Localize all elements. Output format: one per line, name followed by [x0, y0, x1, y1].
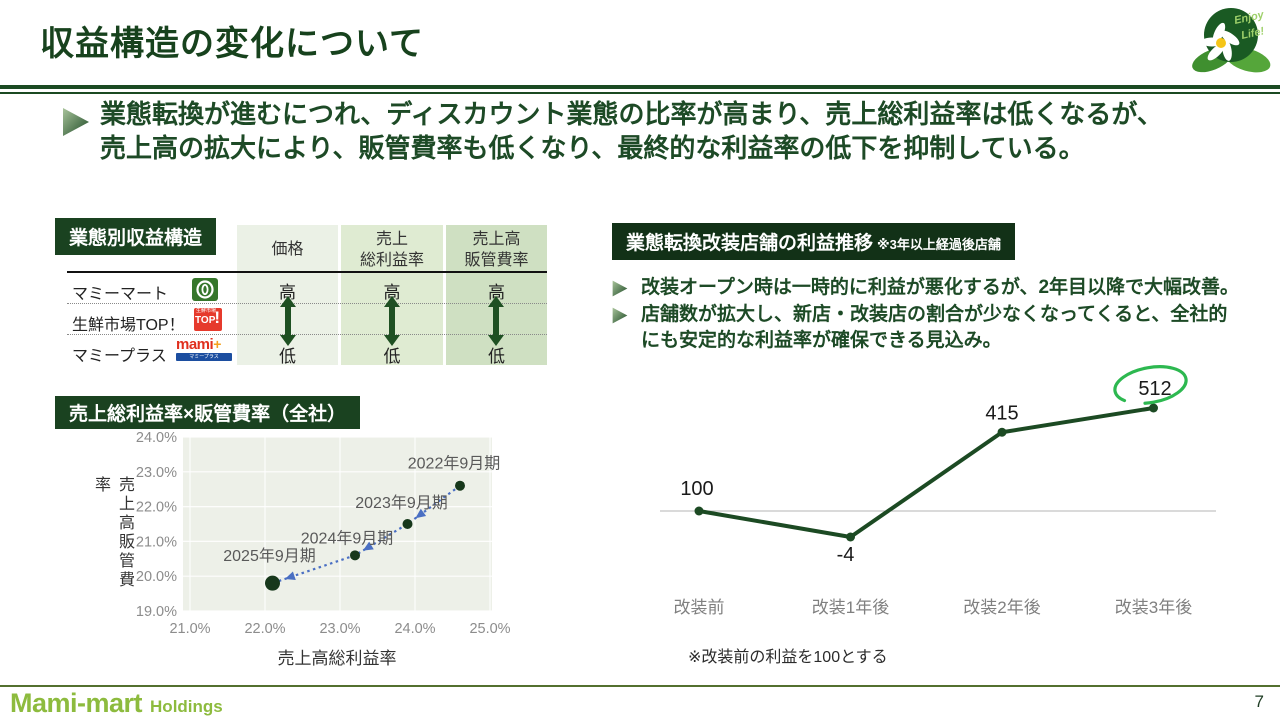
- badge-note: ※3年以上経過後店舗: [877, 237, 1001, 252]
- scatter-x-axis-title: 売上高総利益率: [277, 649, 397, 668]
- x-tick-label: 24.0%: [394, 621, 435, 637]
- x-tick-label: 23.0%: [319, 621, 360, 637]
- lead-bullet-icon: [63, 108, 89, 136]
- value-label: 512: [1138, 378, 1171, 400]
- bullet-icon: [612, 307, 628, 324]
- table-row-top: 生鮮市場TOP！: [72, 317, 185, 334]
- point-label: 2024年9月期: [301, 529, 394, 547]
- data-point: [694, 506, 704, 516]
- mamiplus-logo: mami+ マミープラス: [176, 337, 232, 361]
- point-label: 2025年9月期: [223, 547, 316, 565]
- brand-suffix: Holdings: [150, 697, 223, 716]
- bullet-text: 改装オープン時は一時的に利益が悪化するが、2年目以降で大幅改善。: [641, 277, 1240, 298]
- table-row-divider: [67, 303, 547, 304]
- trend-arrowhead-icon: [415, 508, 427, 519]
- page-number: 7: [1254, 692, 1264, 711]
- bullet-item: 改装オープン時は一時的に利益が悪化するが、2年目以降で大幅改善。: [612, 275, 1241, 301]
- data-point: [265, 575, 280, 591]
- point-label: 2022年9月期: [408, 455, 501, 473]
- profit-trend-line-chart: 100 -4 415 512 改装前 改装1年後 改装2年後 改装3年後: [660, 365, 1216, 617]
- high-low-arrow-icon: [280, 296, 296, 346]
- y-tick-label: 23.0%: [136, 465, 177, 481]
- data-point: [402, 519, 413, 529]
- top-market-logo: 生鮮市場 TOP !: [194, 308, 222, 331]
- bullet-item: 店舗数が拡大し、新店・改装店の割合が少なくなってくると、全社的にも安定的な利益率…: [612, 302, 1241, 354]
- table-header-divider: [67, 271, 547, 273]
- y-tick-label: 19.0%: [136, 604, 177, 620]
- trend-arrowhead-icon: [362, 541, 374, 551]
- scatter-y-axis-title: 売上高販管費率: [92, 476, 133, 590]
- cell-low: 低: [383, 347, 401, 366]
- data-point: [997, 427, 1007, 437]
- table-row-mamiplus: マミープラス: [72, 348, 167, 365]
- table-row-mamimart: マミーマート: [72, 286, 169, 303]
- income-table-badge: 業態別収益構造: [55, 218, 217, 255]
- cell-low: 低: [279, 347, 296, 366]
- high-low-arrow-icon: [384, 296, 400, 346]
- footer-divider: [0, 685, 1280, 687]
- data-point: [846, 532, 855, 542]
- lead-line-1: 業態転換が進むにつれ、ディスカウント業態の比率が高まり、売上総利益率は低くなるが…: [100, 99, 1163, 129]
- right-bullet-list: 改装オープン時は一時的に利益が悪化するが、2年目以降で大幅改善。 店舗数が拡大し…: [612, 275, 1241, 354]
- value-label: 415: [985, 402, 1018, 424]
- enjoy-life-logo: Enjoy Life!: [1192, 8, 1271, 73]
- x-tick-label: 21.0%: [169, 621, 210, 637]
- cell-high: 高: [488, 283, 505, 302]
- lead-paragraph: 業態転換が進むにつれ、ディスカウント業態の比率が高まり、売上総利益率は低くなるが…: [100, 97, 1250, 165]
- y-tick-label: 20.0%: [136, 569, 177, 585]
- category-label: 改装2年後: [963, 598, 1040, 617]
- column-header: 売上 総利益率: [359, 231, 424, 269]
- top-logo-text: TOP: [195, 315, 216, 326]
- plus-icon: +: [213, 336, 221, 352]
- page-title: 収益構造の変化について: [40, 25, 424, 63]
- mamiplus-logo-subtext: マミープラス: [176, 353, 232, 361]
- value-label: 100: [680, 478, 713, 500]
- value-label: -4: [837, 544, 855, 566]
- scatter-chart: 19.0% 20.0% 21.0% 22.0% 23.0% 24.0% 21.0% 22.0%…: [136, 430, 511, 637]
- data-point: [350, 550, 360, 561]
- point-label: 2023年9月期: [355, 494, 448, 512]
- column-header: 価格: [271, 241, 304, 258]
- flower-icon: [1201, 22, 1240, 61]
- cell-high: 高: [383, 283, 401, 302]
- brand-name: Mami-mart: [10, 688, 143, 718]
- scatter-chart-badge: 売上総利益率×販管費率（全社）: [55, 396, 361, 429]
- table-row-divider: [67, 334, 547, 335]
- top-logo-subtext: 生鮮市場: [196, 308, 217, 314]
- badge-title: 業態転換改装店舗の利益推移: [626, 233, 874, 254]
- bullet-text: 店舗数が拡大し、新店・改装店の割合が少なくなってくると、全社的にも安定的な利益率…: [641, 304, 1228, 351]
- cell-high: 高: [279, 283, 296, 302]
- y-tick-label: 22.0%: [136, 500, 177, 516]
- y-tick-label: 24.0%: [136, 430, 177, 446]
- chart-note: ※改装前の利益を100とする: [688, 649, 888, 666]
- lead-line-2: 売上高の拡大により、販管費率も低くなり、最終的な利益率の低下を抑制している。: [100, 133, 1085, 163]
- data-point: [1149, 403, 1158, 413]
- cell-low: 低: [488, 347, 505, 366]
- category-label: 改装前: [674, 598, 725, 617]
- line-chart-badge: 業態転換改装店舗の利益推移 ※3年以上経過後店舗: [612, 223, 1015, 260]
- logo-text-life: Life!: [1240, 25, 1266, 42]
- bullet-icon: [612, 280, 628, 297]
- y-tick-label: 21.0%: [136, 534, 177, 550]
- highlight-circle-annotation: [1113, 365, 1188, 405]
- title-rule-thin: [0, 92, 1280, 94]
- high-low-arrow-icon: [488, 296, 504, 346]
- company-logo: Mami-mart Holdings: [10, 688, 223, 719]
- profit-line: [697, 406, 1156, 539]
- trend-arrowhead-icon: [284, 571, 296, 581]
- trend-dotted-line: [272, 484, 461, 585]
- category-label: 改装1年後: [812, 598, 889, 617]
- table-column-sga-ratio: 売上高 販管費率 高 低: [446, 225, 547, 366]
- mamimart-logo: [192, 278, 218, 301]
- category-label: 改装3年後: [1115, 598, 1192, 617]
- title-rule-thick: [0, 85, 1280, 89]
- top-logo-exclamation: !: [214, 308, 220, 327]
- mamiplus-logo-text: mami+: [176, 336, 221, 353]
- x-tick-label: 22.0%: [244, 621, 285, 637]
- x-tick-label: 25.0%: [469, 621, 510, 637]
- column-header: 売上高 販管費率: [464, 231, 529, 269]
- data-point: [455, 480, 465, 491]
